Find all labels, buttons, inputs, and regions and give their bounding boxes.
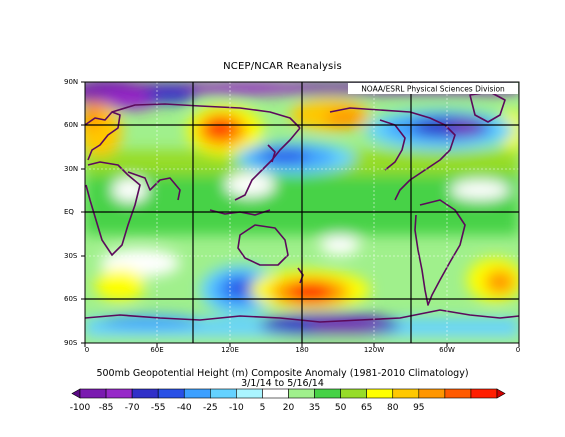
colorbar-tick-label: -10 <box>229 403 244 413</box>
colorbar-tick-label: -25 <box>202 403 218 413</box>
map-title: NCEP/NCAR Reanalysis <box>223 61 342 72</box>
lon-label-120w: 120W <box>363 346 385 354</box>
colorbar-segment <box>366 388 394 399</box>
colorbar-segment <box>71 388 81 399</box>
lon-label-0-end: 0 <box>515 346 521 354</box>
colorbar-segment <box>236 388 263 399</box>
tick-marks <box>81 81 520 347</box>
colorbar-segment <box>183 388 211 399</box>
variable-caption: 500mb Geopotential Height (m) Composite … <box>96 368 469 379</box>
colorbar-tick-label: 35 <box>308 403 321 413</box>
colorbar-segment <box>470 388 498 399</box>
colorbar-segment <box>288 388 315 399</box>
colorbar-tick-label: -55 <box>150 403 166 413</box>
colorbar-tick-label: 20 <box>282 403 295 413</box>
colorbar-segment <box>314 388 341 399</box>
colorbar-tick-label: 80 <box>387 403 399 413</box>
colorbar-segment <box>131 388 159 399</box>
colorbar-segment <box>392 388 420 399</box>
major-grid <box>85 82 519 343</box>
colorbar-segment <box>210 388 237 399</box>
colorbar-tick-label: 65 <box>360 403 373 413</box>
colorbar <box>71 388 506 399</box>
colorbar-tick-label: -40 <box>176 403 192 413</box>
lat-label-90s: 90S <box>64 339 78 347</box>
colorbar-segment <box>444 388 472 399</box>
colorbar-segment <box>418 388 446 399</box>
colorbar-tick-label: 50 <box>334 403 347 413</box>
lat-label-90n: 90N <box>64 78 79 86</box>
lat-label-60n: 60N <box>64 121 79 129</box>
colorbar-segment <box>340 388 367 399</box>
credit-text: NOAA/ESRL Physical Sciences Division <box>361 85 505 94</box>
colorbar-tick-label: -85 <box>98 403 114 413</box>
date-range-caption: 3/1/14 to 5/16/14 <box>241 378 324 389</box>
colorbar-tick-label: -70 <box>124 403 140 413</box>
colorbar-segment <box>262 388 289 399</box>
credit-box <box>348 83 518 94</box>
coastlines <box>85 91 519 323</box>
colorbar-segment <box>157 388 185 399</box>
colorbar-segment <box>496 388 506 399</box>
lon-label-180: 180 <box>295 346 309 354</box>
lon-label-60w: 60W <box>439 346 455 354</box>
lat-label-eq: EQ <box>64 208 74 216</box>
lat-label-30s: 30S <box>64 252 78 260</box>
lon-label-60e: 60E <box>150 346 164 354</box>
anomaly-field <box>85 82 519 343</box>
colorbar-segment <box>79 388 107 399</box>
lon-label-120e: 120E <box>221 346 239 354</box>
colorbar-tick-label: 95 <box>413 403 425 413</box>
colorbar-tick-label: -100 <box>69 403 91 413</box>
colorbar-segment <box>105 388 133 399</box>
lat-label-30n: 30N <box>64 165 79 173</box>
colorbar-tick-label: 5 <box>259 403 266 413</box>
lat-label-60s: 60S <box>64 295 78 303</box>
lon-label-0: 0 <box>84 346 90 354</box>
